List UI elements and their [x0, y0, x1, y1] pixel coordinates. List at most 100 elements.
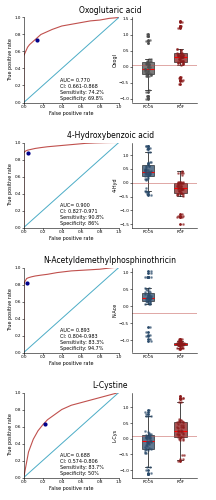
Point: [177, 56, 181, 64]
Point: [180, 341, 184, 349]
Point: [144, 188, 148, 196]
Point: [144, 88, 148, 96]
Point: [143, 427, 147, 435]
Point: [146, 286, 149, 294]
Point: [182, 51, 185, 59]
Point: [180, 171, 184, 179]
Point: [146, 292, 150, 300]
Point: [146, 470, 150, 478]
Point: [148, 171, 151, 179]
Point: [145, 72, 148, 80]
Point: [145, 38, 148, 46]
Point: [147, 86, 150, 94]
Point: [179, 49, 182, 57]
Point: [176, 424, 180, 432]
Point: [149, 273, 152, 281]
Point: [146, 294, 150, 302]
Point: [176, 342, 180, 349]
Point: [177, 415, 180, 423]
Point: [180, 338, 184, 346]
Point: [181, 340, 185, 348]
Point: [147, 62, 150, 70]
Point: [148, 296, 151, 304]
Point: [176, 190, 179, 198]
Point: [181, 186, 184, 194]
Point: [175, 44, 179, 52]
Point: [178, 80, 181, 88]
Point: [145, 432, 148, 440]
Point: [176, 213, 179, 221]
Point: [180, 210, 184, 218]
Point: [177, 340, 180, 348]
Point: [179, 48, 183, 56]
Point: [146, 63, 149, 71]
PathPatch shape: [142, 293, 154, 302]
Point: [145, 60, 149, 68]
Point: [145, 145, 149, 153]
Point: [180, 394, 183, 402]
Point: [179, 23, 182, 31]
Point: [148, 294, 151, 302]
Point: [176, 341, 180, 349]
Point: [176, 190, 179, 198]
Point: [180, 184, 183, 192]
Point: [147, 444, 150, 452]
Point: [149, 56, 152, 64]
Point: [144, 434, 148, 442]
Point: [148, 60, 151, 68]
Point: [177, 338, 180, 345]
Point: [179, 398, 183, 406]
Point: [181, 76, 185, 84]
Point: [181, 456, 185, 464]
Point: [180, 167, 184, 175]
Point: [176, 340, 180, 347]
Point: [149, 430, 153, 438]
Point: [182, 436, 185, 444]
Text: AUC= 0.688
CI: 0.574-0.806
Sensitivity: 83.7%
Specificity: 50%: AUC= 0.688 CI: 0.574-0.806 Sensitivity: …: [60, 454, 104, 476]
Point: [176, 427, 179, 435]
Point: [143, 166, 147, 174]
Point: [145, 165, 148, 173]
Point: [145, 176, 148, 184]
Point: [145, 436, 149, 444]
Point: [176, 50, 179, 58]
Point: [176, 181, 180, 189]
Point: [146, 67, 149, 75]
Point: [178, 342, 181, 349]
Point: [147, 60, 151, 68]
Point: [178, 339, 181, 347]
PathPatch shape: [174, 343, 187, 345]
Point: [147, 60, 150, 68]
Point: [149, 330, 152, 338]
Point: [147, 58, 150, 66]
Point: [182, 60, 185, 68]
Point: [180, 189, 183, 197]
Point: [145, 285, 148, 293]
Point: [179, 341, 182, 349]
Point: [180, 335, 183, 343]
Point: [147, 287, 150, 295]
Point: [145, 438, 149, 446]
Point: [177, 456, 180, 464]
Point: [146, 412, 150, 420]
Point: [181, 340, 185, 348]
Point: [180, 78, 183, 86]
Point: [144, 170, 148, 178]
Point: [176, 433, 179, 441]
Point: [148, 323, 152, 331]
Point: [146, 39, 149, 47]
Point: [177, 398, 181, 406]
Point: [143, 66, 147, 74]
Point: [145, 72, 148, 80]
Text: Oxoglutaric acid: Oxoglutaric acid: [79, 6, 141, 15]
Point: [148, 171, 151, 179]
X-axis label: False positive rate: False positive rate: [49, 360, 94, 366]
Point: [144, 184, 148, 192]
Point: [143, 448, 147, 456]
Point: [148, 148, 151, 156]
Point: [182, 434, 185, 442]
Point: [178, 456, 181, 464]
Point: [144, 332, 148, 340]
Point: [148, 298, 151, 306]
Point: [26, 148, 29, 156]
